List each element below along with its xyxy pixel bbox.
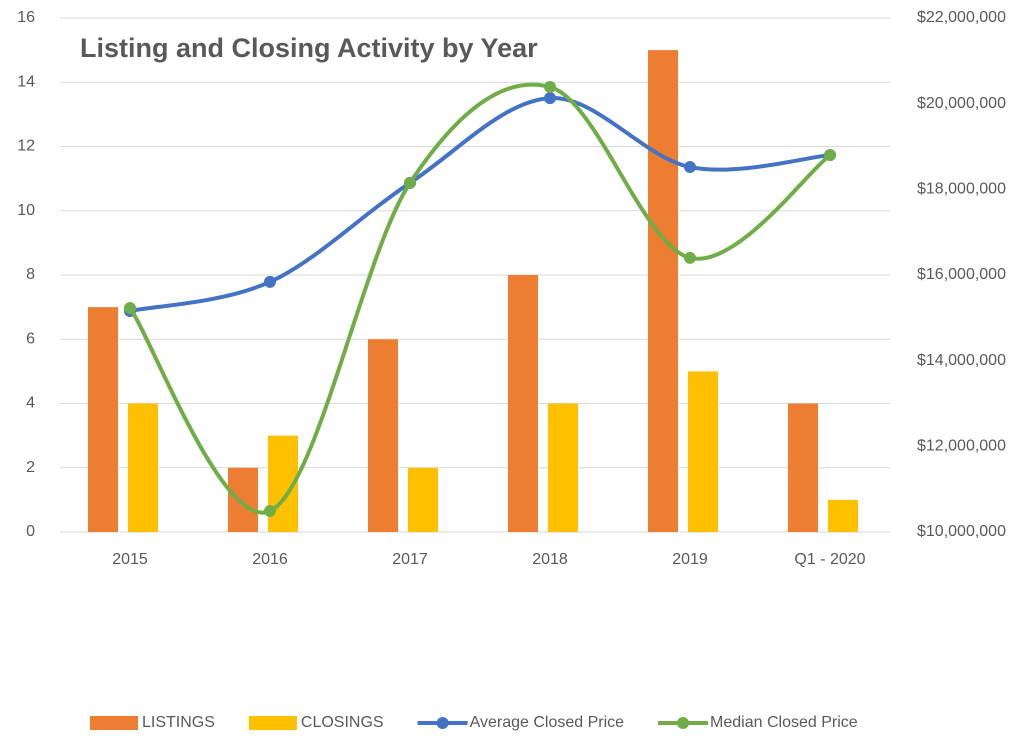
line-point bbox=[124, 301, 136, 314]
bar bbox=[128, 403, 158, 532]
y2-tick-label: $18,000,000 bbox=[917, 181, 1006, 198]
bar bbox=[368, 339, 398, 532]
chart-title: Listing and Closing Activity by Year bbox=[80, 33, 538, 63]
y-tick-label: 10 bbox=[17, 202, 35, 219]
line-point bbox=[684, 251, 696, 264]
x-tick-label: 2015 bbox=[112, 551, 148, 568]
line-point bbox=[544, 92, 556, 105]
bar bbox=[788, 403, 818, 532]
legend-label: Average Closed Price bbox=[470, 714, 625, 731]
legend-label: LISTINGS bbox=[142, 714, 215, 731]
line-point bbox=[824, 149, 836, 162]
y-tick-label: 2 bbox=[26, 459, 35, 476]
bar bbox=[548, 403, 578, 532]
bar bbox=[508, 275, 538, 532]
bar bbox=[88, 307, 118, 532]
legend-label: Median Closed Price bbox=[710, 714, 858, 731]
y2-tick-label: $16,000,000 bbox=[917, 266, 1006, 283]
y2-tick-label: $20,000,000 bbox=[917, 95, 1006, 112]
bar bbox=[828, 499, 858, 532]
y2-tick-label: $22,000,000 bbox=[917, 9, 1006, 26]
y2-tick-label: $10,000,000 bbox=[917, 523, 1006, 540]
y-tick-label: 12 bbox=[17, 138, 35, 155]
x-tick-label: 2018 bbox=[532, 551, 568, 568]
x-tick-label: Q1 - 2020 bbox=[794, 551, 865, 568]
y-tick-label: 16 bbox=[17, 9, 35, 26]
line-point bbox=[544, 80, 556, 93]
bar bbox=[228, 467, 258, 532]
x-tick-label: 2016 bbox=[252, 551, 288, 568]
bar bbox=[688, 371, 718, 532]
line bbox=[128, 82, 832, 515]
legend-swatch bbox=[248, 716, 297, 730]
y-tick-label: 6 bbox=[26, 330, 35, 347]
line-point bbox=[404, 176, 416, 189]
legend-swatch bbox=[90, 716, 138, 730]
line-point bbox=[264, 505, 276, 518]
y-tick-label: 4 bbox=[26, 395, 35, 412]
x-tick-label: 2017 bbox=[392, 551, 428, 568]
x-tick-label: 2019 bbox=[672, 551, 708, 568]
y2-tick-label: $12,000,000 bbox=[917, 438, 1006, 455]
bar bbox=[648, 50, 678, 532]
line-point bbox=[684, 161, 696, 174]
legend-label: CLOSINGS bbox=[301, 714, 384, 731]
bar bbox=[408, 467, 438, 532]
y2-tick-label: $14,000,000 bbox=[917, 352, 1006, 369]
legend-swatch bbox=[436, 717, 449, 729]
y-tick-label: 14 bbox=[17, 73, 35, 90]
line-point bbox=[264, 275, 276, 288]
legend-swatch bbox=[677, 717, 690, 729]
line bbox=[128, 96, 832, 313]
y-tick-label: 8 bbox=[26, 266, 35, 283]
y-tick-label: 0 bbox=[26, 523, 35, 540]
